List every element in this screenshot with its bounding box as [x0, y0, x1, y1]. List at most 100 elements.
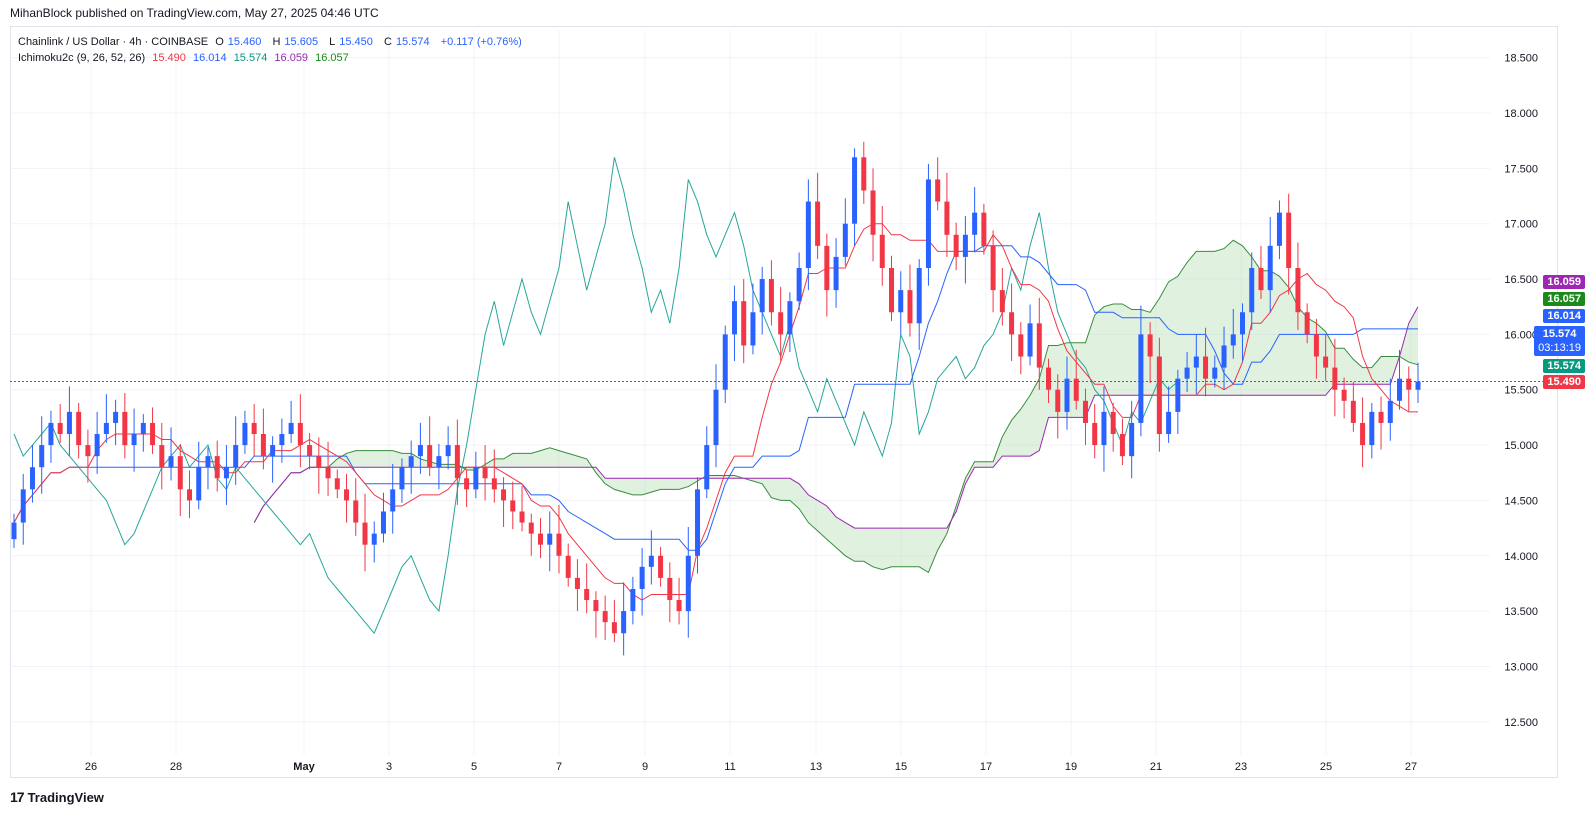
- candle-body: [1193, 356, 1199, 368]
- candle-body: [205, 456, 211, 468]
- candle-body: [842, 223, 848, 257]
- x-tick-label: 13: [810, 761, 822, 773]
- candle-body: [473, 467, 479, 490]
- candle-body: [177, 456, 183, 490]
- current-price: 15.574: [1542, 328, 1577, 340]
- candle-body: [833, 256, 839, 291]
- candle-body: [159, 445, 165, 468]
- candle-body: [1378, 411, 1384, 423]
- low-label: L: [329, 36, 336, 48]
- candle-body: [454, 445, 460, 479]
- y-tick-label: 18.500: [1504, 53, 1538, 65]
- candle-body: [556, 533, 562, 556]
- candle-body: [1360, 422, 1366, 446]
- candle-body: [824, 245, 830, 291]
- candle-body: [1129, 422, 1135, 457]
- candle-body: [1203, 356, 1209, 379]
- x-tick-label: 28: [170, 761, 182, 773]
- candle-body: [1138, 334, 1144, 423]
- candle-body: [297, 422, 303, 446]
- y-tick-label: 14.000: [1504, 551, 1538, 563]
- candle-body: [1018, 334, 1024, 357]
- candle-body: [630, 588, 636, 612]
- candle-body: [925, 179, 931, 268]
- candle-body: [1249, 267, 1255, 313]
- candle-body: [325, 467, 331, 479]
- candle-body: [334, 478, 340, 490]
- candle-body: [1073, 378, 1079, 401]
- x-tick-label: 3: [386, 761, 392, 773]
- y-tick-label: 16.000: [1504, 329, 1538, 341]
- candle-body: [233, 445, 239, 468]
- candle-body: [48, 422, 54, 446]
- candle-body: [565, 555, 571, 578]
- x-tick-label: 23: [1235, 761, 1247, 773]
- candle-body: [1036, 323, 1042, 368]
- candle-body: [658, 555, 664, 578]
- candle-body: [390, 489, 396, 512]
- open-value: 15.460: [227, 36, 262, 48]
- candle-body: [972, 212, 978, 235]
- spanb-value: 16.059: [274, 52, 309, 64]
- candle-body: [113, 411, 119, 423]
- y-tick-label: 14.500: [1504, 495, 1538, 507]
- candle-body: [602, 611, 608, 623]
- high-value: 15.605: [284, 36, 319, 48]
- candle-body: [436, 456, 442, 468]
- candle-body: [344, 489, 350, 501]
- base-value: 16.014: [192, 52, 227, 64]
- candle-body: [944, 201, 950, 235]
- x-tick-label: 17: [980, 761, 992, 773]
- candles: [11, 141, 1421, 656]
- candle-body: [593, 600, 599, 612]
- candle-body: [1415, 381, 1421, 390]
- candle-body: [288, 422, 294, 435]
- conversion-value: 15.490: [152, 52, 186, 64]
- close-value: 15.574: [395, 36, 430, 48]
- indicator-name[interactable]: Ichimoku2c (9, 26, 52, 26): [18, 52, 146, 64]
- candle-body: [380, 511, 386, 534]
- symbol-name[interactable]: Chainlink / US Dollar · 4h · COINBASE: [18, 36, 209, 48]
- change-value: +0.117 (+0.76%): [440, 36, 522, 48]
- y-tick-label: 13.000: [1504, 661, 1538, 673]
- x-tick-label: 5: [471, 761, 477, 773]
- tradingview-logo[interactable]: 17 TradingView: [10, 789, 104, 805]
- candle-body: [547, 533, 553, 545]
- candle-body: [491, 478, 497, 490]
- candle-body: [584, 588, 590, 601]
- candle-body: [676, 600, 682, 612]
- candle-body: [1156, 356, 1162, 435]
- spanb-badge: 16.059: [1543, 275, 1585, 289]
- candle-body: [907, 290, 913, 324]
- candle-body: [85, 445, 91, 457]
- chart-frame[interactable]: [10, 26, 1558, 778]
- candle-body: [981, 212, 987, 246]
- candle-body: [242, 422, 248, 446]
- candle-body: [251, 422, 257, 435]
- candle-body: [731, 301, 737, 335]
- candle-body: [11, 522, 17, 540]
- candle-body: [1332, 367, 1338, 390]
- candle-body: [1258, 267, 1264, 291]
- candle-body: [445, 445, 451, 457]
- x-tick-label: 15: [895, 761, 907, 773]
- candle-body: [1064, 378, 1070, 412]
- candle-body: [861, 157, 867, 191]
- candle-body: [399, 467, 405, 490]
- candle-body: [759, 279, 765, 313]
- candle-body: [510, 500, 516, 512]
- lagging-line: [13, 157, 1179, 635]
- candle-body: [362, 522, 368, 545]
- candle-body: [852, 157, 858, 224]
- candle-body: [750, 312, 756, 346]
- candle-body: [260, 434, 266, 457]
- candle-body: [1082, 400, 1088, 423]
- candle-body: [1406, 378, 1412, 390]
- lagging-value: 15.574: [233, 52, 268, 64]
- y-tick-label: 13.500: [1504, 606, 1538, 618]
- candle-body: [879, 234, 885, 268]
- candle-body: [1027, 323, 1033, 357]
- candle-body: [953, 234, 959, 257]
